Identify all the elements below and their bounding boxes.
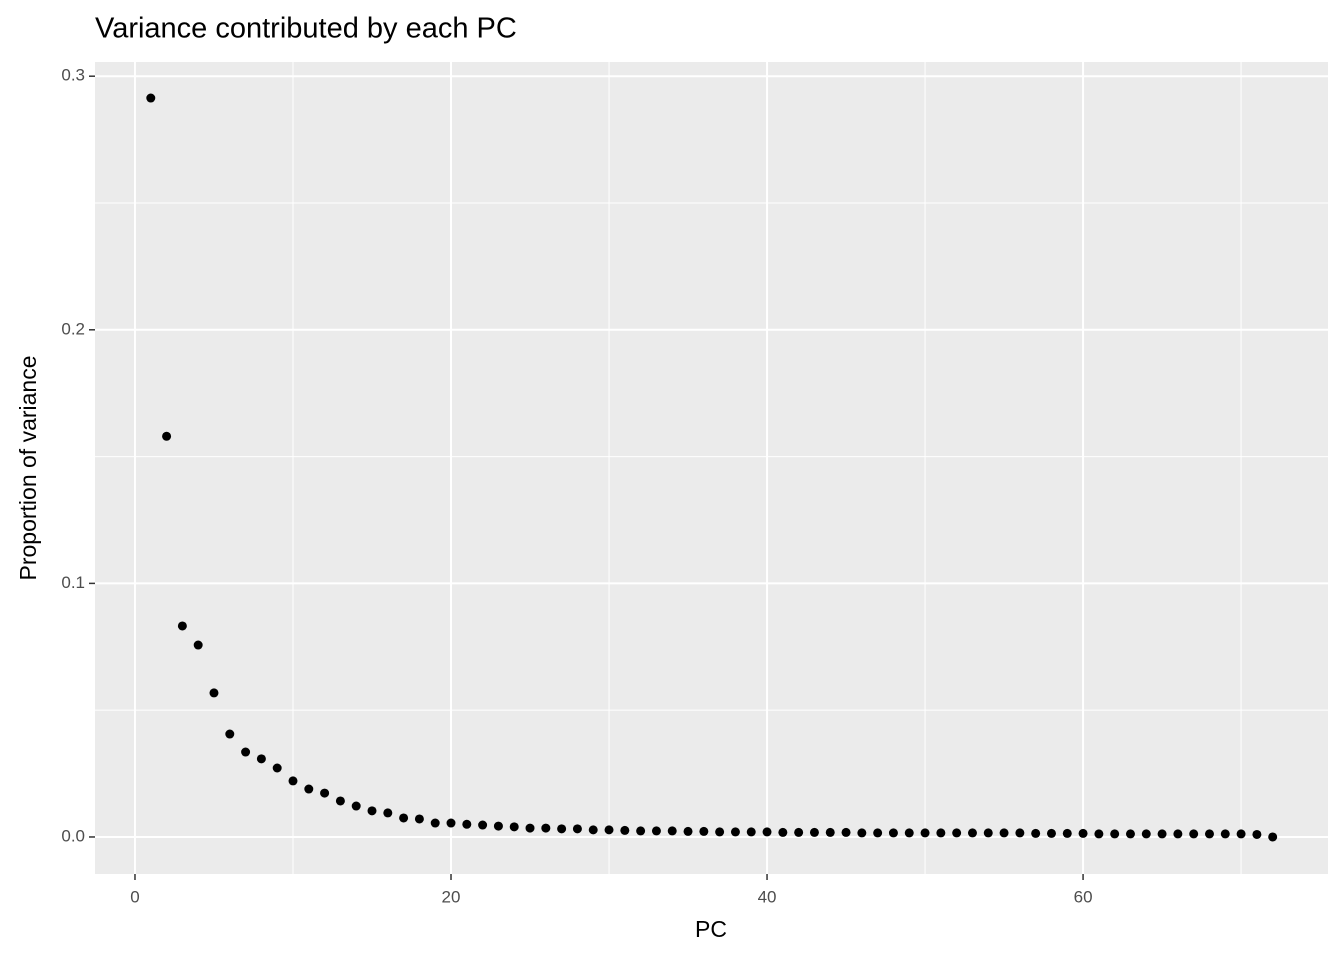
point <box>399 813 409 823</box>
point <box>888 828 898 838</box>
point <box>177 621 187 631</box>
point <box>1015 828 1025 838</box>
point <box>683 826 693 836</box>
x-tick-label: 20 <box>442 887 461 906</box>
point <box>256 754 266 764</box>
y-axis-label: Proportion of variance <box>15 355 41 580</box>
point <box>825 827 835 837</box>
point <box>541 823 551 833</box>
point <box>462 819 472 829</box>
panel <box>95 62 1328 874</box>
x-tick-label: 60 <box>1074 887 1093 906</box>
point <box>478 820 488 830</box>
point <box>414 814 424 824</box>
point <box>193 640 203 650</box>
point <box>746 827 756 837</box>
x-tick-label: 0 <box>130 887 139 906</box>
point <box>304 784 314 794</box>
point <box>983 828 993 838</box>
point <box>146 93 156 103</box>
point <box>446 818 456 828</box>
point <box>162 431 172 441</box>
y-tick-label: 0.1 <box>61 573 85 592</box>
point <box>794 827 804 837</box>
point <box>699 826 709 836</box>
point <box>383 808 393 818</box>
point <box>225 729 235 739</box>
point <box>636 826 646 836</box>
point <box>651 826 661 836</box>
point <box>209 688 219 698</box>
point <box>557 824 567 834</box>
point <box>1062 828 1072 838</box>
point <box>1078 828 1088 838</box>
point <box>335 796 345 806</box>
point <box>320 788 330 798</box>
chart-title: Variance contributed by each PC <box>95 13 517 45</box>
point <box>1046 828 1056 838</box>
point <box>1268 832 1278 842</box>
y-tick-label: 0.0 <box>61 826 85 845</box>
point <box>1189 829 1199 839</box>
point <box>367 806 377 816</box>
point <box>288 776 298 786</box>
point <box>952 828 962 838</box>
point <box>272 763 282 773</box>
point <box>730 827 740 837</box>
point <box>1220 829 1230 839</box>
point <box>1110 829 1120 839</box>
point <box>620 825 630 835</box>
point <box>1031 828 1041 838</box>
point <box>588 825 598 835</box>
point <box>1204 829 1214 839</box>
point <box>241 747 251 757</box>
point <box>1141 829 1151 839</box>
point <box>920 828 930 838</box>
point <box>857 828 867 838</box>
point <box>904 828 914 838</box>
point <box>1173 829 1183 839</box>
point <box>999 828 1009 838</box>
point <box>967 828 977 838</box>
point <box>873 828 883 838</box>
y-tick-label: 0.2 <box>61 319 85 338</box>
y-tick-label: 0.3 <box>61 66 85 85</box>
point <box>572 824 582 834</box>
point <box>1252 829 1262 839</box>
point <box>1125 829 1135 839</box>
x-axis-label: PC <box>695 916 727 942</box>
point <box>778 827 788 837</box>
point <box>715 827 725 837</box>
point <box>1157 829 1167 839</box>
point <box>841 827 851 837</box>
point <box>509 822 519 832</box>
point <box>493 821 503 831</box>
point <box>667 826 677 836</box>
point <box>809 827 819 837</box>
point <box>604 825 614 835</box>
point <box>1094 829 1104 839</box>
point <box>936 828 946 838</box>
point <box>1236 829 1246 839</box>
x-tick-label: 40 <box>758 887 777 906</box>
point <box>525 823 535 833</box>
point <box>762 827 772 837</box>
point <box>430 818 440 828</box>
point <box>351 801 361 811</box>
